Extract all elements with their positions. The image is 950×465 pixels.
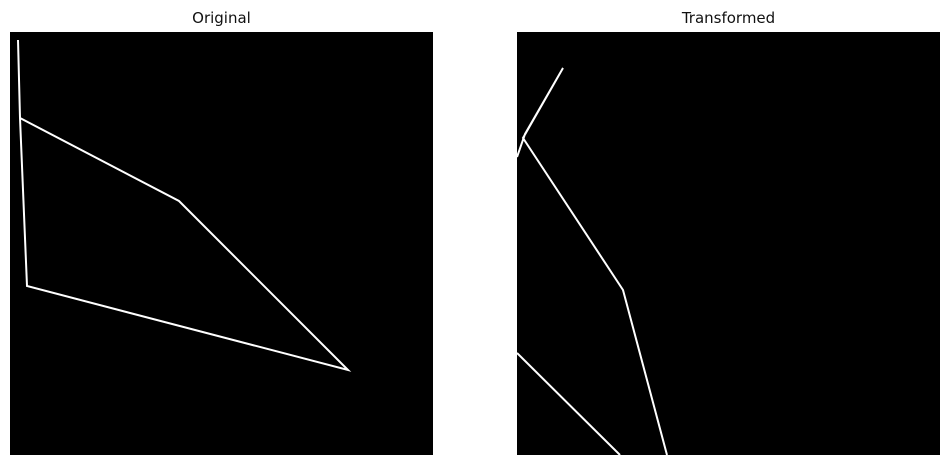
- original-image: [10, 32, 433, 455]
- transformed-polyline-upper: [517, 67, 668, 455]
- transformed-line-drawing: [517, 67, 668, 455]
- original-line-drawing: [17, 39, 352, 372]
- transformed-line-lower: [517, 352, 621, 455]
- transformed-image: [517, 32, 940, 455]
- transformed-panel-title: Transformed: [681, 9, 776, 27]
- original-panel-title: Original: [192, 9, 251, 27]
- original-polyline: [17, 39, 352, 372]
